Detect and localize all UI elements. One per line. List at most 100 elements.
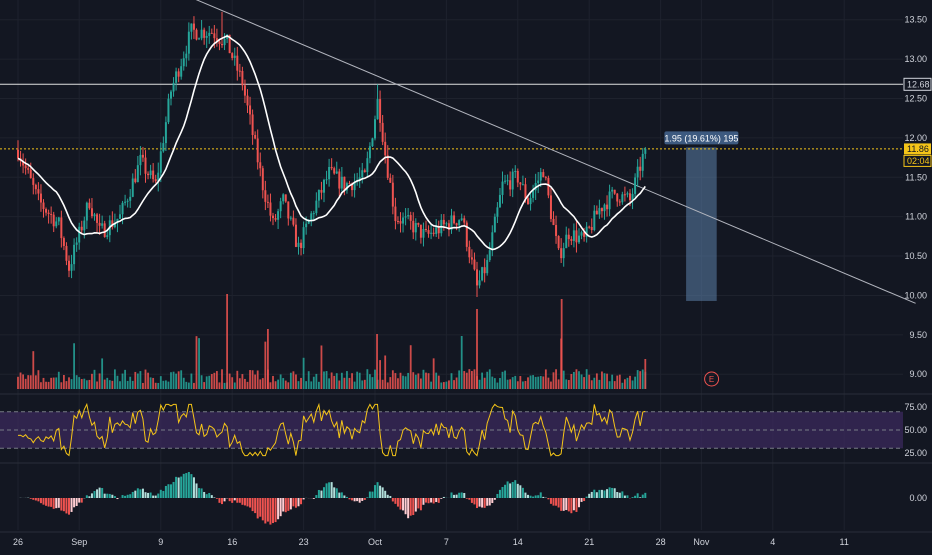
volume-bar (293, 371, 295, 389)
volume-bar (45, 382, 47, 389)
volume-bar (132, 381, 134, 389)
macd-histogram-bar (196, 483, 198, 498)
macd-histogram-bar (338, 493, 340, 498)
candle-body (624, 194, 626, 195)
macd-histogram-bar (122, 495, 124, 498)
candle-body (555, 225, 557, 236)
candle-body (522, 184, 524, 185)
candle-body (341, 177, 343, 189)
macd-histogram-bar (614, 488, 616, 498)
macd-histogram-bar (384, 491, 386, 498)
volume-bar (247, 382, 249, 389)
volume-bar (35, 375, 37, 389)
macd-histogram-bar (343, 495, 345, 498)
volume-bar (25, 379, 27, 389)
macd-histogram-bar (252, 498, 254, 511)
macd-histogram-bar (173, 482, 175, 498)
macd-histogram-bar (616, 492, 618, 498)
candle-body (384, 142, 386, 155)
candle-body (632, 194, 634, 200)
candle-body (494, 217, 496, 233)
macd-histogram-bar (267, 498, 269, 522)
candle-body (400, 221, 402, 223)
volume-bar (96, 381, 98, 389)
volume-bar (486, 372, 488, 389)
candle-body (496, 207, 498, 216)
candle-body (379, 99, 381, 123)
volume-bar (30, 375, 32, 389)
volume-bar (208, 376, 210, 389)
volume-bar (438, 376, 440, 389)
volume-bar (535, 377, 537, 389)
volume-bar (499, 378, 501, 389)
macd-histogram-bar (517, 484, 519, 498)
candle-body (244, 85, 246, 95)
macd-histogram-bar (303, 498, 305, 499)
candle-body (336, 171, 338, 173)
candle-body (285, 194, 287, 201)
candle-body (639, 167, 641, 171)
time-tick-label: Nov (693, 537, 710, 547)
volume-bar (331, 372, 333, 389)
candle-body (461, 218, 463, 220)
macd-histogram-bar (596, 492, 598, 498)
volume-bar (435, 373, 437, 389)
candle-body (394, 207, 396, 221)
candle-body (101, 223, 103, 225)
macd-histogram-bar (507, 481, 509, 498)
volume-bar (160, 376, 162, 389)
macd-histogram-bar (611, 488, 613, 498)
volume-bar (519, 376, 521, 389)
candle-body (73, 245, 75, 264)
volume-bar (479, 380, 481, 389)
volume-bar (491, 377, 493, 389)
volume-bar (191, 374, 193, 389)
macd-histogram-bar (509, 483, 511, 498)
volume-bar (275, 381, 277, 389)
volume-bar (206, 376, 208, 389)
price-tick-label: 12.00 (904, 133, 927, 143)
macd-histogram-bar (593, 490, 595, 498)
candle-body (132, 178, 134, 196)
volume-bar (468, 369, 470, 389)
macd-histogram-bar (471, 498, 473, 503)
macd-histogram-bar (137, 488, 139, 498)
macd-histogram-bar (60, 498, 62, 511)
candle-body (170, 92, 172, 99)
macd-histogram-bar (183, 474, 185, 498)
macd-histogram-bar (568, 498, 570, 511)
candle-body (369, 146, 371, 158)
volume-bar (632, 380, 634, 389)
time-tick-label: 11 (840, 537, 849, 547)
volume-bar (387, 382, 389, 389)
volume-bar (20, 373, 22, 389)
macd-histogram-bar (247, 498, 249, 506)
macd-histogram-bar (193, 477, 195, 498)
volume-bar (201, 375, 203, 389)
candle-body (333, 168, 335, 173)
macd-histogram-bar (292, 498, 294, 506)
macd-histogram-bar (553, 498, 555, 506)
macd-histogram-bar (65, 498, 67, 513)
macd-histogram-bar (379, 486, 381, 498)
volume-bar (504, 371, 506, 389)
candle-body (280, 201, 282, 211)
candle-body (596, 211, 598, 215)
candle-body (162, 143, 164, 151)
volume-bar (101, 358, 103, 389)
candle-body (458, 220, 460, 225)
measure-box[interactable] (686, 147, 717, 301)
candle-body (68, 261, 70, 271)
candle-body (224, 39, 226, 45)
macd-histogram-bar (53, 498, 55, 509)
macd-histogram-bar (272, 498, 274, 523)
volume-bar (382, 380, 384, 389)
volume-bar (545, 369, 547, 389)
macd-histogram-bar (333, 487, 335, 498)
volume-bar (295, 374, 297, 389)
volume-bar (451, 373, 453, 389)
candle-body (119, 214, 121, 219)
time-tick-label: 16 (227, 537, 237, 547)
candle-body (231, 53, 233, 58)
